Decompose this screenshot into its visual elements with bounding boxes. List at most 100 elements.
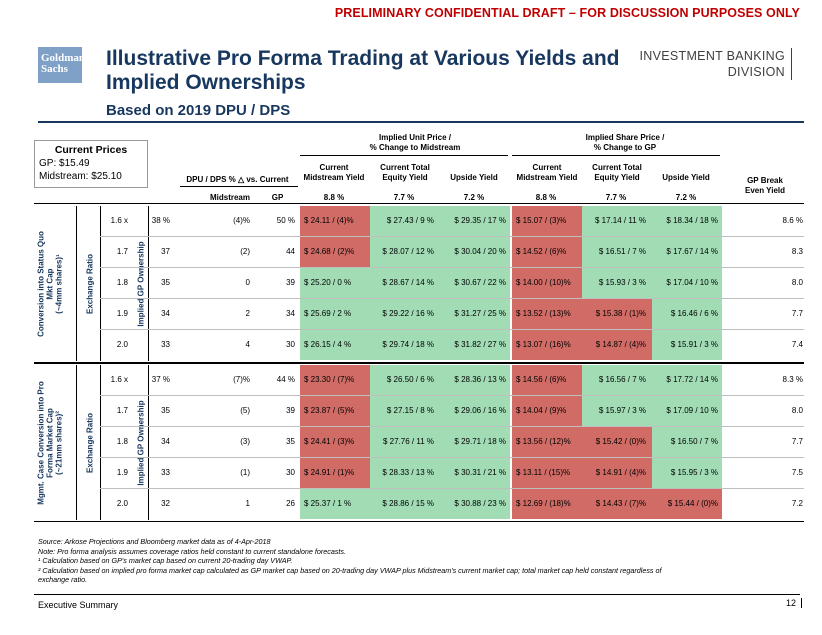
- col-header-text: Current Total: [380, 163, 430, 172]
- price-cell: $ 15.93 / 3 %: [582, 268, 652, 298]
- gp-break-even-value: 7.4: [791, 340, 803, 349]
- current-prices-heading: Current Prices: [54, 144, 128, 156]
- dpu-change-midstream: (7)%: [233, 375, 250, 384]
- col-header-current-total-equity-yield-unit: Current Total Equity Yield: [370, 163, 440, 183]
- section-1-exchange-ratio-label: Exchange Ratio: [85, 412, 94, 473]
- section-0-vertical-rule-0: [76, 206, 77, 361]
- col-header-text: Current: [532, 163, 562, 172]
- gp-ownership-value: 34: [161, 437, 170, 446]
- price-cell: $ 29.06 / 16 %: [440, 396, 510, 426]
- implied-share-price-line-2: % Change to GP: [593, 143, 657, 152]
- price-cell: $ 13.11 / (15)%: [512, 458, 582, 488]
- dpu-change-gp: 30: [286, 468, 295, 477]
- price-cell: $ 13.07 / (16)%: [512, 330, 582, 360]
- price-cell: $ 14.43 / (7)%: [582, 489, 652, 519]
- gp-break-even-value: 8.0: [791, 406, 803, 415]
- price-cell: $ 12.69 / (18)%: [512, 489, 582, 519]
- col-header-gp: GP: [271, 193, 284, 202]
- price-cell: $ 29.74 / 18 %: [370, 330, 440, 360]
- section-1-vertical-rule-0: [76, 365, 77, 520]
- price-cell: $ 17.67 / 14 %: [652, 237, 722, 267]
- unit-price-group-rule: [300, 155, 508, 156]
- current-price-midstream: Midstream: $25.10: [39, 171, 122, 182]
- side-label-line-0: Mgmt. Case Conversion into Pro: [36, 380, 45, 505]
- dpu-change-midstream: (5): [240, 406, 250, 415]
- exchange-ratio-value: 1.7: [116, 247, 128, 256]
- price-cell: $ 15.91 / 3 %: [652, 330, 722, 360]
- logo-line-1: Goldman: [41, 52, 86, 64]
- dpu-change-midstream: 4: [245, 340, 250, 349]
- price-cell: $ 15.97 / 3 %: [582, 396, 652, 426]
- exchange-ratio-value: 1.9: [116, 309, 128, 318]
- title-rule: [38, 121, 804, 123]
- side-label-line-1: Forma Market Cap: [45, 407, 54, 478]
- price-cell: $ 25.20 / 0 %: [300, 268, 370, 298]
- exchange-ratio-value: 1.8: [116, 278, 128, 287]
- col-header-current-midstream-yield-unit: Current Midstream Yield: [300, 163, 368, 183]
- price-cell: $ 14.87 / (4)%: [582, 330, 652, 360]
- gp-ownership-value: 34: [161, 309, 170, 318]
- row-divider: [100, 395, 804, 396]
- side-label-line-1: Mkt Cap: [45, 267, 54, 300]
- exchange-ratio-value: 2.0: [116, 340, 128, 349]
- gp-break-even-value: 8.3 %: [782, 375, 803, 384]
- price-cell: $ 14.56 / (6)%: [512, 365, 582, 395]
- price-cell: $ 31.27 / 25 %: [440, 299, 510, 329]
- price-cell: $ 24.41 / (3)%: [300, 427, 370, 457]
- section-1-vertical-rule-1: [100, 365, 101, 520]
- yield-header-4: 7.7 %: [605, 193, 627, 202]
- page-subtitle: Based on 2019 DPU / DPS: [106, 102, 291, 119]
- row-divider: [100, 426, 804, 427]
- price-cell: $ 24.68 / (2)%: [300, 237, 370, 267]
- dpu-change-gp: 39: [286, 278, 295, 287]
- price-cell: $ 24.11 / (4)%: [300, 206, 370, 236]
- dpu-change-gp: 26: [286, 499, 295, 508]
- yield-header-1: 7.7 %: [393, 193, 415, 202]
- gp-ownership-value: 35: [161, 278, 170, 287]
- footer-rule: [34, 594, 800, 595]
- section-1-side-label: Mgmt. Case Conversion into Pro Forma Mark…: [36, 365, 68, 520]
- dpu-change-midstream: (1): [240, 468, 250, 477]
- section-1-vertical-rule-2: [148, 365, 149, 520]
- dpu-change-gp: 44 %: [276, 375, 295, 384]
- gp-ownership-value: 33: [161, 468, 170, 477]
- logo-line-2: Sachs: [41, 63, 68, 75]
- side-label-line-0: Conversion into Status Quo: [36, 230, 45, 337]
- gp-ownership-value: 33: [161, 340, 170, 349]
- gp-break-even-value: 8.0: [791, 278, 803, 287]
- side-label-line-2: (~21mm shares)²: [54, 410, 63, 475]
- price-cell: $ 17.09 / 10 %: [652, 396, 722, 426]
- price-cell: $ 26.50 / 6 %: [370, 365, 440, 395]
- gp-break-even-value: 7.7: [791, 309, 803, 318]
- exchange-ratio-value: 1.8: [116, 437, 128, 446]
- price-cell: $ 30.67 / 22 %: [440, 268, 510, 298]
- section-0-vertical-rule-1: [100, 206, 101, 361]
- page-number: 12: [786, 598, 802, 608]
- yield-header-0: 8.8 %: [323, 193, 345, 202]
- price-cell: $ 29.22 / 16 %: [370, 299, 440, 329]
- col-header-upside-yield-unit: Upside Yield: [450, 173, 498, 182]
- price-cell: $ 25.37 / 1 %: [300, 489, 370, 519]
- dpu-change-gp: 30: [286, 340, 295, 349]
- dpu-change-gp: 44: [286, 247, 295, 256]
- col-header-midstream: Midstream: [209, 193, 250, 202]
- row-divider: [100, 267, 804, 268]
- yield-header-5: 7.2 %: [675, 193, 697, 202]
- dpu-change-gp: 35: [286, 437, 295, 446]
- share-price-group-rule: [512, 155, 720, 156]
- price-cell: $ 17.04 / 10 %: [652, 268, 722, 298]
- section-0-gp-ownership-label: Implied GP Ownership: [136, 240, 145, 327]
- col-header-upside-yield-share: Upside Yield: [662, 173, 710, 182]
- price-cell: $ 28.33 / 13 %: [370, 458, 440, 488]
- division-line-1: INVESTMENT BANKING: [639, 49, 785, 63]
- col-header-text: Equity Yield: [382, 173, 428, 182]
- exchange-ratio-value: 1.9: [116, 468, 128, 477]
- price-cell: $ 28.86 / 15 %: [370, 489, 440, 519]
- price-cell: $ 16.50 / 7 %: [652, 427, 722, 457]
- col-header-text: GP Break: [747, 176, 783, 185]
- row-divider: [100, 488, 804, 489]
- section-0-bottom-rule: [34, 362, 804, 364]
- col-header-current-midstream-yield-share: Current Midstream Yield: [512, 163, 582, 183]
- exchange-ratio-value: 1.6 x: [110, 216, 128, 225]
- price-cell: $ 29.71 / 18 %: [440, 427, 510, 457]
